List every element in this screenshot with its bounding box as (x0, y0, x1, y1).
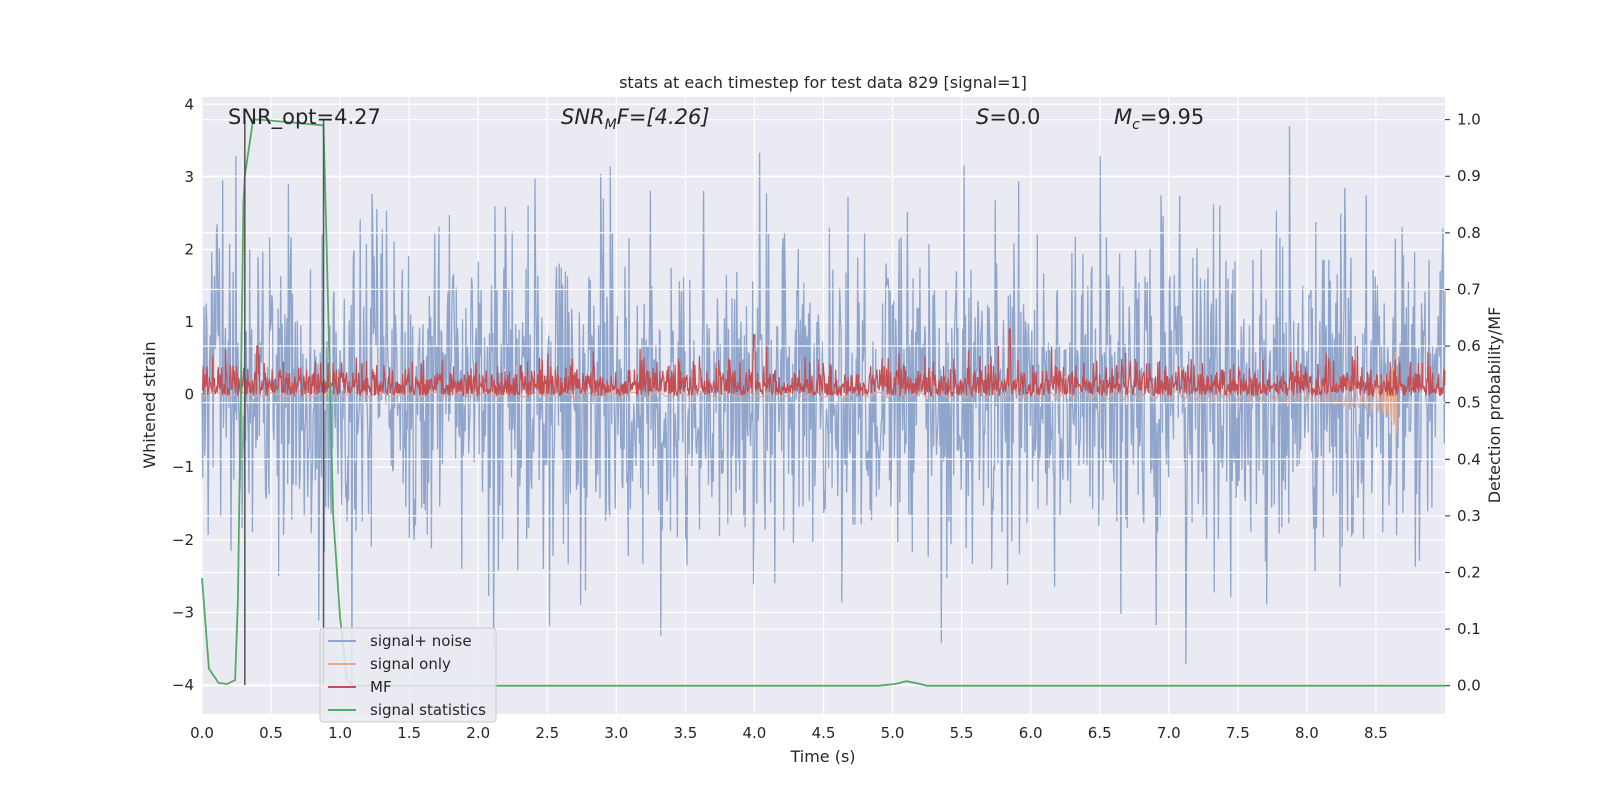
y-tick-label: 2 (184, 240, 194, 258)
snr-mf-sub: M (605, 117, 617, 133)
y-tick-labels: 4 3 2 1 0 −1 −2 −3 −4 (172, 95, 194, 694)
x-tick-labels: 0.0 0.5 1.0 1.5 2.0 2.5 3.0 3.5 4.0 4.5 5.0 5.5 6.0 6… (190, 724, 1388, 742)
y-tick-label: 3 (184, 168, 194, 186)
x-tick-label: 3.0 (604, 724, 628, 742)
legend-label-noise: signal+ noise (370, 632, 472, 650)
legend-box (319, 627, 497, 723)
y2-tick-label: 0.3 (1457, 507, 1481, 525)
legend-label-statistics: signal statistics (370, 701, 486, 719)
mc-base: M (1114, 105, 1132, 129)
legend-label-mf: MF (370, 678, 392, 696)
x-tick-label: 6.5 (1088, 724, 1112, 742)
annotation-snr-opt: SNR_opt=4.27 (228, 105, 381, 130)
signal-only-line (202, 351, 1398, 435)
legend-label-signal: signal only (370, 655, 451, 673)
mf-line (201, 328, 1446, 398)
snr-mf-rest: F=[4.26] (617, 105, 710, 129)
y2-tick-labels: 1.0 0.9 0.8 0.7 0.6 0.5 0.4 0.3 0.2 0.1 0.0 (1445, 111, 1481, 695)
y2-axis-label: Detection probability/MF (1485, 307, 1504, 504)
x-tick-label: 7.5 (1226, 724, 1250, 742)
snr-mf-base: SNR (561, 105, 605, 129)
series-signal-only (202, 351, 1398, 435)
y2-tick-label: 0.1 (1457, 620, 1481, 638)
y-tick-label: −1 (172, 458, 194, 476)
mc-value: =9.95 (1140, 105, 1204, 129)
x-tick-label: 4.5 (812, 724, 836, 742)
x-tick-label: 7.0 (1157, 724, 1181, 742)
y2-tick-label: 0.9 (1457, 167, 1481, 185)
y-tick-label: 4 (184, 95, 194, 113)
x-tick-label: 4.0 (743, 724, 767, 742)
x-tick-label: 6.0 (1019, 724, 1043, 742)
y2-tick-label: 0.2 (1457, 563, 1481, 581)
annotation-snr-mf: SNRMF=[4.26] (561, 105, 710, 133)
x-tick-label: 8.0 (1295, 724, 1319, 742)
x-tick-label: 2.0 (466, 724, 490, 742)
event-markers (244, 119, 325, 685)
chart-title: stats at each timestep for test data 829… (619, 73, 1027, 92)
x-tick-label: 2.5 (535, 724, 559, 742)
y2-tick-label: 0.8 (1457, 224, 1481, 242)
y-tick-label: −4 (172, 676, 194, 694)
y-tick-label: −2 (172, 531, 194, 549)
annotation-mc: Mc=9.95 (1114, 105, 1204, 133)
x-tick-label: 8.5 (1364, 724, 1388, 742)
x-tick-label: 5.5 (950, 724, 974, 742)
legend: signal+ noise signal only MF signal stat… (319, 627, 497, 723)
mc-sub: c (1132, 117, 1140, 133)
annotation-s: S=0.0 (976, 105, 1040, 129)
s-label: S (976, 105, 989, 129)
y-axis-label: Whitened strain (140, 341, 159, 468)
y2-tick-label: 0.5 (1457, 394, 1481, 412)
x-axis-label: Time (s) (789, 747, 855, 766)
x-tick-label: 0.0 (190, 724, 214, 742)
series-signal-noise (201, 125, 1446, 686)
y2-tick-label: 0.7 (1457, 280, 1481, 298)
signal-noise-line (201, 125, 1446, 686)
y2-tick-label: 1.0 (1457, 111, 1481, 129)
x-tick-label: 0.5 (259, 724, 283, 742)
y-tick-label: 1 (184, 313, 194, 331)
x-tick-label: 1.5 (397, 724, 421, 742)
x-tick-label: 1.0 (328, 724, 352, 742)
x-tick-label: 3.5 (673, 724, 697, 742)
x-tick-label: 5.0 (881, 724, 905, 742)
y2-tick-label: 0.4 (1457, 450, 1481, 468)
y-tick-label: −3 (172, 603, 194, 621)
y-tick-label: 0 (184, 386, 194, 404)
series-mf (201, 328, 1446, 398)
y2-tick-label: 0.6 (1457, 337, 1481, 355)
s-value: =0.0 (989, 105, 1040, 129)
y2-tick-label: 0.0 (1457, 677, 1481, 695)
